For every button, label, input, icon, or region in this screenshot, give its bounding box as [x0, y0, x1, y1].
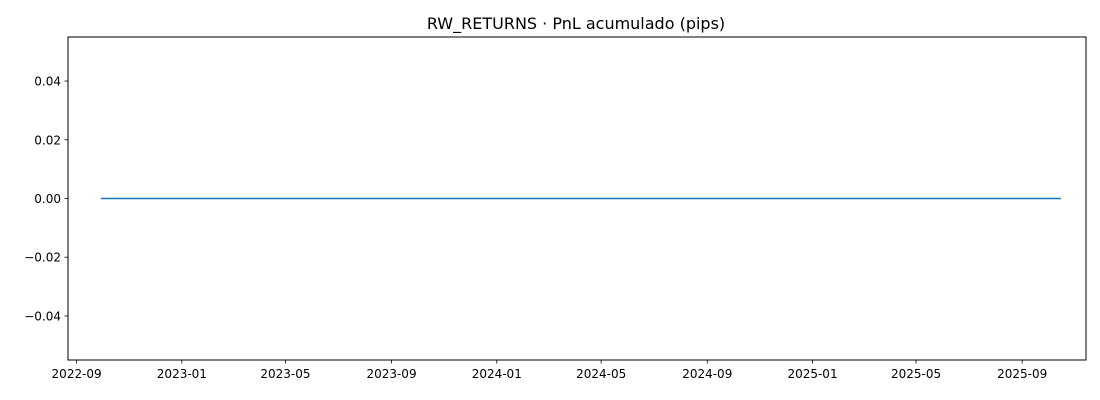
x-tick-label: 2025-01	[787, 367, 837, 381]
plot-frame	[67, 36, 1087, 361]
x-tick-label: 2022-09	[52, 367, 102, 381]
y-axis: 0.04 0.02 0.00 −0.02 −0.04	[24, 75, 68, 323]
y-tick-label: −0.04	[24, 309, 61, 323]
x-tick-label: 2023-01	[157, 367, 207, 381]
x-tick-label: 2023-09	[366, 367, 416, 381]
y-tick-label: −0.02	[24, 251, 61, 265]
x-tick-label: 2025-09	[997, 367, 1047, 381]
x-tick-label: 2025-05	[891, 367, 941, 381]
y-tick-label: 0.04	[34, 75, 61, 89]
x-tick-label: 2024-05	[576, 367, 626, 381]
x-tick-label: 2023-05	[260, 367, 310, 381]
chart-title: RW_RETURNS · PnL acumulado (pips)	[427, 14, 725, 34]
x-tick-label: 2024-09	[682, 367, 732, 381]
x-axis: 2022-09 2023-01 2023-05 2023-09 2024-01 2024-…	[52, 360, 1047, 381]
y-tick-label: 0.02	[34, 133, 61, 147]
y-tick-label: 0.00	[34, 192, 61, 206]
x-tick-label: 2024-01	[472, 367, 522, 381]
